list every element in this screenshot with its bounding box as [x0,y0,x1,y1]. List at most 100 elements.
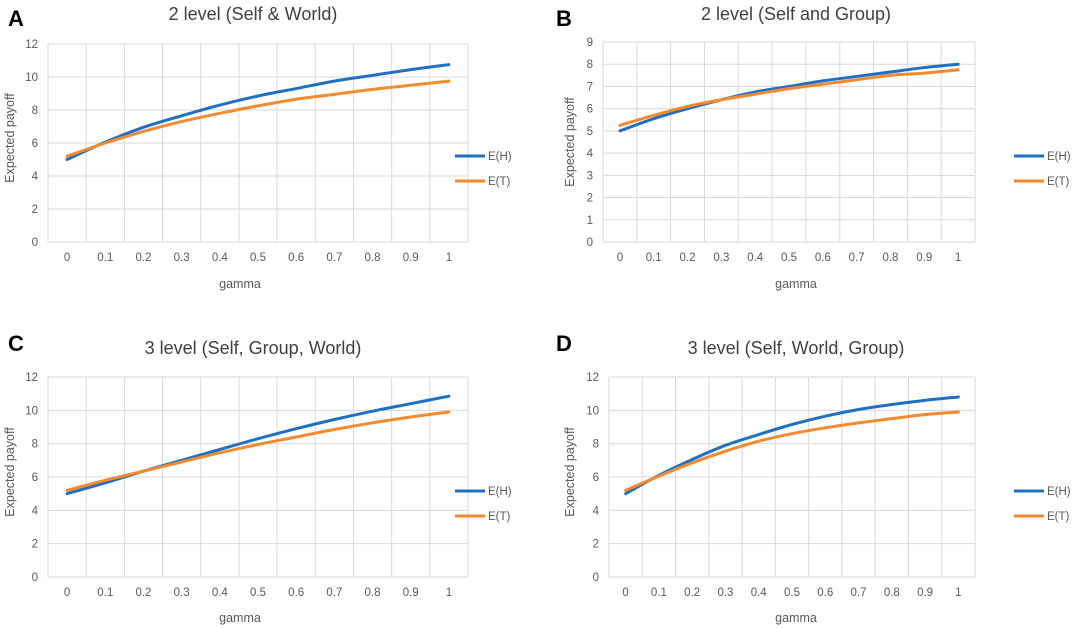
series-line-eh [65,63,451,161]
x-tick-label: 0.2 [135,587,151,599]
x-tick-label: 0.9 [916,252,932,264]
x-tick-label: 0.3 [174,587,190,599]
x-tick-label: 0.6 [815,252,831,264]
x-tick-label: 0.1 [651,587,667,599]
x-tick-label: 0.8 [365,252,381,264]
y-tick-label: 10 [586,405,599,417]
x-tick-label: 0.9 [917,587,933,599]
x-tick-label: 1 [446,252,452,264]
chart-title: 2 level (Self and Group) [701,4,891,24]
y-axis-label: Expected payoff [563,427,577,517]
chart-panel-b: B 2 level (Self and Group) 0 1 2 3 4 5 6 7 8 9 0 0.1 0… [556,4,1071,291]
y-tick-label: 10 [25,405,38,417]
x-tick-label: 0.4 [751,587,768,599]
y-tick-label: 1 [587,215,593,227]
panel-letter: A [8,6,24,31]
x-tick-label: 0 [64,587,70,599]
chart-panel-c: C 3 level (Self, Group, World) 0 2 4 6 8 10 12 0 0… [3,331,512,625]
series-line-et [618,68,960,127]
y-tick-label: 12 [25,39,38,51]
legend-label-et: E(T) [488,511,511,523]
y-tick-label: 12 [25,372,38,384]
legend-label-eh: E(H) [1047,151,1071,163]
x-tick-label: 0.6 [288,252,304,264]
y-tick-label: 4 [32,171,39,183]
legend-label-eh: E(H) [488,486,512,498]
series-line-et [65,79,451,158]
x-axis-label: gamma [775,611,817,625]
x-tick-label: 0.6 [817,587,833,599]
legend-label-eh: E(H) [1047,486,1071,498]
x-tick-label: 1 [955,587,961,599]
x-tick-label: 0.4 [747,252,764,264]
x-tick-label: 0 [64,252,70,264]
y-tick-label: 2 [32,204,38,216]
x-tick-label: 0.4 [212,587,229,599]
y-tick-label: 8 [587,59,593,71]
x-tick-label: 0.8 [882,252,898,264]
x-tick-label: 0.5 [781,252,797,264]
y-tick-label: 6 [587,104,593,116]
x-tick-label: 0.1 [97,252,113,264]
chart-panel-a: A 2 level (Self & World) 0 2 4 6 8 10 12 0 0.1 0.2 0… [3,4,512,291]
x-tick-label: 1 [955,252,961,264]
x-tick-label: 0.1 [646,252,662,264]
series-line-eh [618,62,960,133]
chart-title: 2 level (Self & World) [169,4,338,24]
y-tick-label: 7 [587,81,593,93]
y-tick-label: 8 [32,439,38,451]
y-tick-label: 2 [587,193,593,205]
x-tick-label: 0.5 [250,252,266,264]
y-tick-label: 12 [586,372,599,384]
x-tick-label: 0.7 [849,252,865,264]
y-tick-label: 9 [587,37,593,49]
x-tick-label: 0.5 [250,587,266,599]
x-tick-label: 0 [617,252,623,264]
y-tick-label: 0 [32,237,38,249]
series-line-et [624,410,960,492]
x-tick-label: 0.3 [717,587,733,599]
y-tick-label: 3 [587,170,593,182]
x-tick-label: 0.4 [212,252,229,264]
x-tick-label: 0.7 [326,587,342,599]
x-axis-label: gamma [219,611,261,625]
y-tick-label: 0 [587,237,593,249]
x-tick-label: 0.6 [288,587,304,599]
x-tick-label: 0.9 [403,252,419,264]
x-tick-label: 0.5 [784,587,800,599]
series-line-et [65,410,451,492]
x-axis-label: gamma [219,277,261,291]
x-tick-label: 0.9 [403,587,419,599]
y-tick-label: 0 [32,572,38,584]
x-tick-label: 0.8 [884,587,900,599]
y-tick-label: 4 [593,505,600,517]
y-axis-label: Expected payoff [563,97,577,187]
x-tick-label: 1 [446,587,452,599]
y-tick-label: 4 [587,148,594,160]
y-tick-label: 8 [593,439,599,451]
y-tick-label: 6 [593,472,599,484]
legend-label-et: E(T) [488,176,511,188]
y-tick-label: 2 [593,539,599,551]
y-tick-label: 6 [32,472,38,484]
x-tick-label: 0.2 [680,252,696,264]
y-tick-label: 8 [32,105,38,117]
chart-title: 3 level (Self, World, Group) [688,338,905,358]
chart-title: 3 level (Self, Group, World) [145,338,362,358]
y-axis-label: Expected payoff [3,427,17,517]
x-tick-label: 0.1 [97,587,113,599]
y-axis-label: Expected payoff [3,93,17,183]
panel-letter: D [556,331,572,356]
x-tick-label: 0.3 [713,252,729,264]
legend-label-et: E(T) [1047,176,1070,188]
series-line-eh [624,395,960,496]
x-axis-label: gamma [775,277,817,291]
x-tick-label: 0.7 [851,587,867,599]
x-tick-label: 0.7 [326,252,342,264]
legend-label-et: E(T) [1047,511,1070,523]
x-tick-label: 0.2 [684,587,700,599]
x-tick-label: 0.2 [135,252,151,264]
panel-letter: C [8,331,24,356]
y-tick-label: 4 [32,505,39,517]
